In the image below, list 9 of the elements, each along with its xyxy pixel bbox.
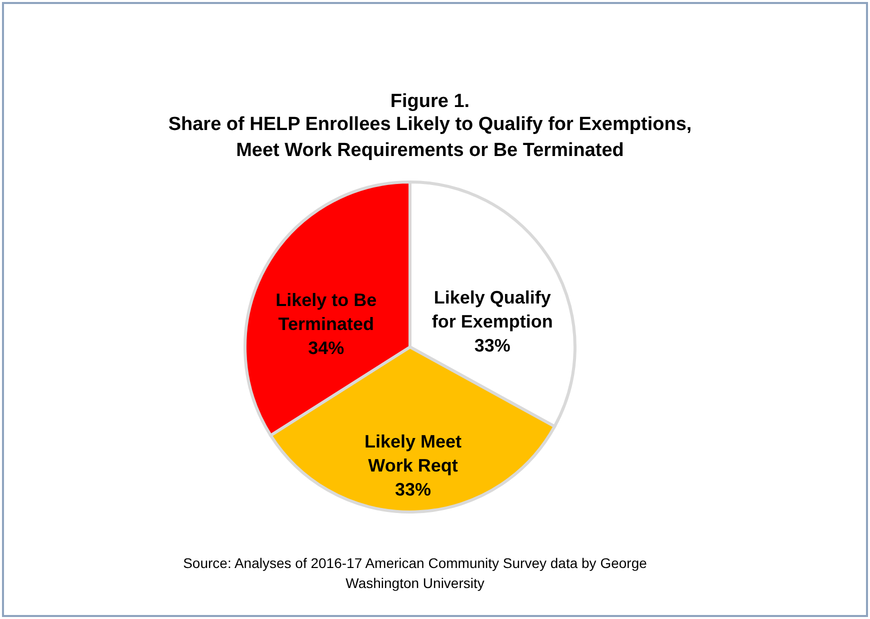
- data-label: 33%: [394, 480, 432, 500]
- data-label: 34%: [308, 338, 344, 358]
- slice-label: Likely Qualify for Exemption: [432, 287, 553, 332]
- slice-label: Likely to Be Terminated: [276, 290, 377, 334]
- chart-title: Figure 1.: [390, 91, 470, 112]
- data-label: 33%: [474, 335, 510, 356]
- source-note: Source: Analyses of 2016-17 American Community Survey data by George Washington University: [183, 555, 648, 591]
- slice-label: Likely Meet Work Reqt: [364, 432, 462, 476]
- chart-subtitle: Share of HELP Enrollees Likely to Qualify for Exemptions, Meet Work Requirements or Be Terminated: [168, 114, 692, 161]
